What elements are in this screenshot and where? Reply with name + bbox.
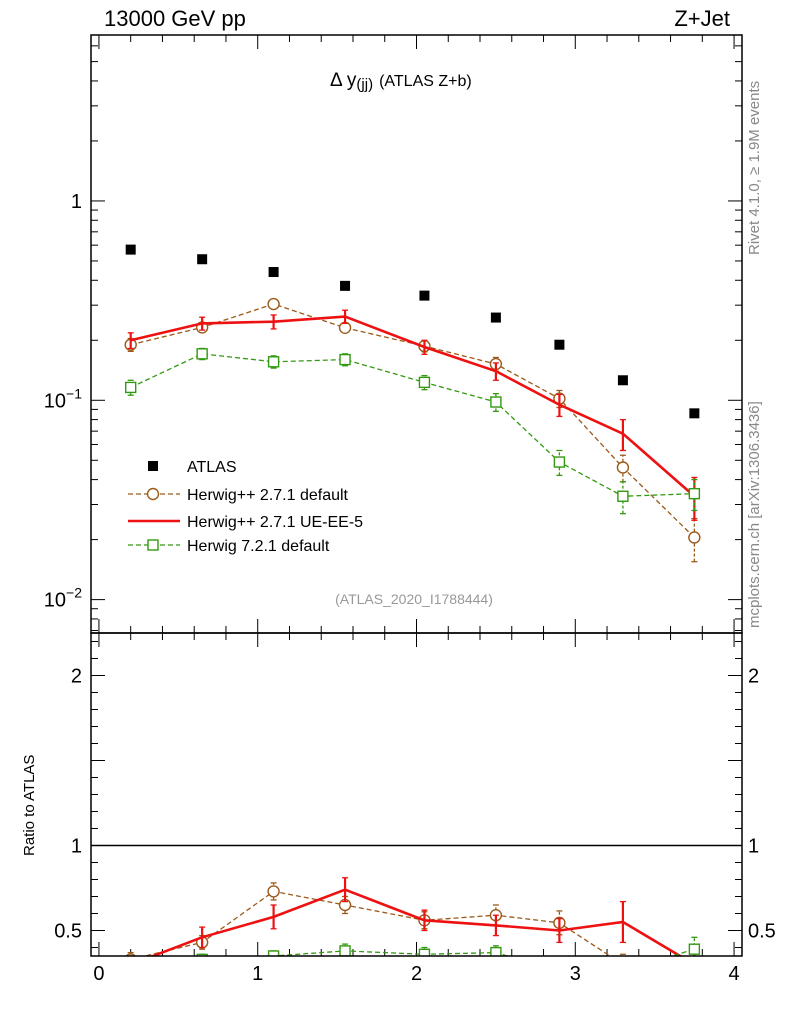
ratio-tick-label: 0.5 <box>54 921 82 943</box>
plot-title-sub: (jj) <box>356 76 373 93</box>
ratio-square-marker <box>554 966 564 976</box>
ratio-circle-marker <box>689 973 700 984</box>
main-atlas-point <box>340 280 351 291</box>
ratio-frame <box>90 632 743 957</box>
main-atlas-point <box>268 267 279 278</box>
main-atlas-point <box>617 375 628 386</box>
ratio-square-marker <box>618 966 628 976</box>
main-square-marker <box>196 348 208 360</box>
plot-title-tail: (ATLAS Z+b) <box>379 73 472 90</box>
legend: ATLAS Herwig++ 2.7.1 default Herwig++ 2.7.… <box>128 459 363 555</box>
main-square-marker <box>267 356 280 368</box>
ratio-tick-label-right: 1 <box>748 836 759 858</box>
main-atlas-point <box>689 408 700 419</box>
ratio-circle-marker <box>267 885 280 898</box>
main-atlas-point <box>125 244 136 255</box>
main-plot-series <box>124 244 701 563</box>
y-tick-label-base: 10 <box>44 590 66 612</box>
main-atlas-point <box>554 339 565 350</box>
y-tick-label: 10−1 <box>44 385 82 412</box>
y-tick-label: 1 <box>71 191 82 213</box>
ratio-plot-series <box>125 877 701 987</box>
main-square-marker <box>688 487 701 500</box>
legend-label: Herwig++ 2.7.1 UE-EE-5 <box>187 514 363 531</box>
ratio-square-marker <box>490 946 502 956</box>
legend-label: Herwig++ 2.7.1 default <box>187 487 349 504</box>
plot-title: Δ y(jj) (ATLAS Z+b) <box>330 70 472 93</box>
ratio-tick-label: 1 <box>71 836 82 858</box>
main-atlas-point <box>419 290 430 301</box>
main-square-marker <box>553 456 566 468</box>
main-atlas-point <box>490 312 501 323</box>
y-tick-label-exponent: −2 <box>66 585 82 601</box>
ratio-series-line <box>149 888 683 956</box>
main-square-marker <box>124 381 137 394</box>
main-square-marker <box>617 490 629 502</box>
x-tick-label: 1 <box>252 963 263 985</box>
ratio-square-marker <box>267 950 280 956</box>
y-tick-label: 10−2 <box>44 585 82 612</box>
main-circle-marker <box>267 297 280 311</box>
x-tick-label: 2 <box>411 963 422 985</box>
plot-title-main: Δ y <box>330 70 357 91</box>
ratio-tick-label-right: 2 <box>748 666 759 688</box>
ratio-square-marker <box>126 977 136 987</box>
ratio-square-marker <box>196 953 208 956</box>
y-tick-label-base: 10 <box>44 390 66 412</box>
main-square-marker <box>490 396 502 408</box>
main-square-marker <box>339 353 351 366</box>
ratio-square-marker <box>418 948 431 956</box>
main-circle-marker <box>688 531 701 544</box>
main-circle-marker <box>616 461 630 474</box>
energy-label: 13000 GeV pp <box>104 6 246 31</box>
x-tick-label: 3 <box>570 963 581 985</box>
legend-marker-square <box>147 539 159 551</box>
legend-marker-circle <box>146 487 160 501</box>
x-tick-label: 4 <box>728 963 739 985</box>
ratio-tick-label: 2 <box>71 666 82 688</box>
legend-label: ATLAS <box>187 459 237 476</box>
main-square-marker <box>418 376 431 389</box>
y-tick-label-exponent: −1 <box>66 385 82 401</box>
legend-label: Herwig 7.2.1 default <box>187 538 330 555</box>
analysis-watermark: (ATLAS_2020_I1788444) <box>335 591 493 607</box>
ratio-square-marker <box>339 945 351 956</box>
main-atlas-point <box>197 254 208 265</box>
legend-marker-atlas <box>148 461 158 471</box>
process-label: Z+Jet <box>674 6 730 31</box>
ratio-square-marker <box>688 943 701 955</box>
x-tick-label: 0 <box>93 963 104 985</box>
ratio-tick-label-right: 0.5 <box>748 921 776 943</box>
ratio-circle-marker <box>617 959 628 970</box>
